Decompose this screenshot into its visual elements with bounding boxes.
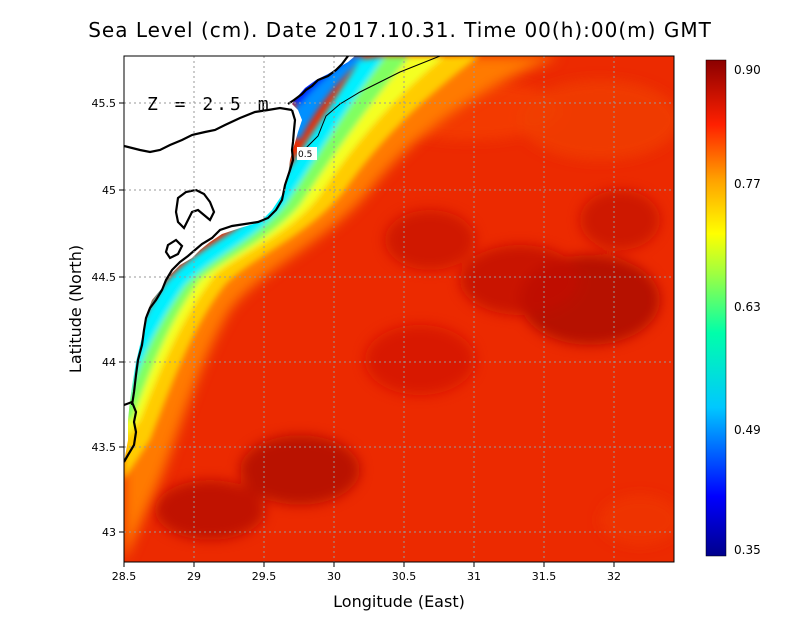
colorbar [705,59,727,557]
x-axis-title: Longitude (East) [333,592,465,611]
y-tick-label: 45 [102,184,116,197]
contour-label-bg [297,147,317,160]
x-tick-label: 29.5 [252,570,277,583]
x-tick-label: 32 [607,570,621,583]
y-tick-label: 45.5 [92,97,117,110]
y-tick-label: 44.5 [92,271,117,284]
colorbar-tick-label: 0.77 [734,177,761,191]
grid [124,56,674,562]
axis-ticks [119,102,615,567]
colorbar-tick-label: 0.90 [734,63,761,77]
y-tick-label: 43 [102,526,116,539]
x-tick-label: 31.5 [532,570,557,583]
colorbar-tick-label: 0.35 [734,543,761,557]
x-tick-label: 28.5 [112,570,137,583]
x-tick-label: 29 [187,570,201,583]
map-title: Sea Level (cm). Date 2017.10.31. Time 00… [88,18,712,42]
x-tick-label: 31 [467,570,481,583]
contour-label: 0.5 [298,150,312,160]
depth-annotation: Z = 2.5 m [147,94,272,115]
x-tick-label: 30 [327,570,341,583]
contour-line [301,56,441,153]
y-tick-label: 44 [102,356,116,369]
plot-frame [123,55,675,563]
colorbar-tick-label: 0.63 [734,300,761,314]
y-tick-label: 43.5 [92,441,117,454]
coastline [124,56,349,463]
colorbar-tick-label: 0.49 [734,423,761,437]
y-axis-title: Latitude (North) [66,245,85,373]
x-tick-label: 30.5 [392,570,417,583]
land-mask [124,56,355,462]
